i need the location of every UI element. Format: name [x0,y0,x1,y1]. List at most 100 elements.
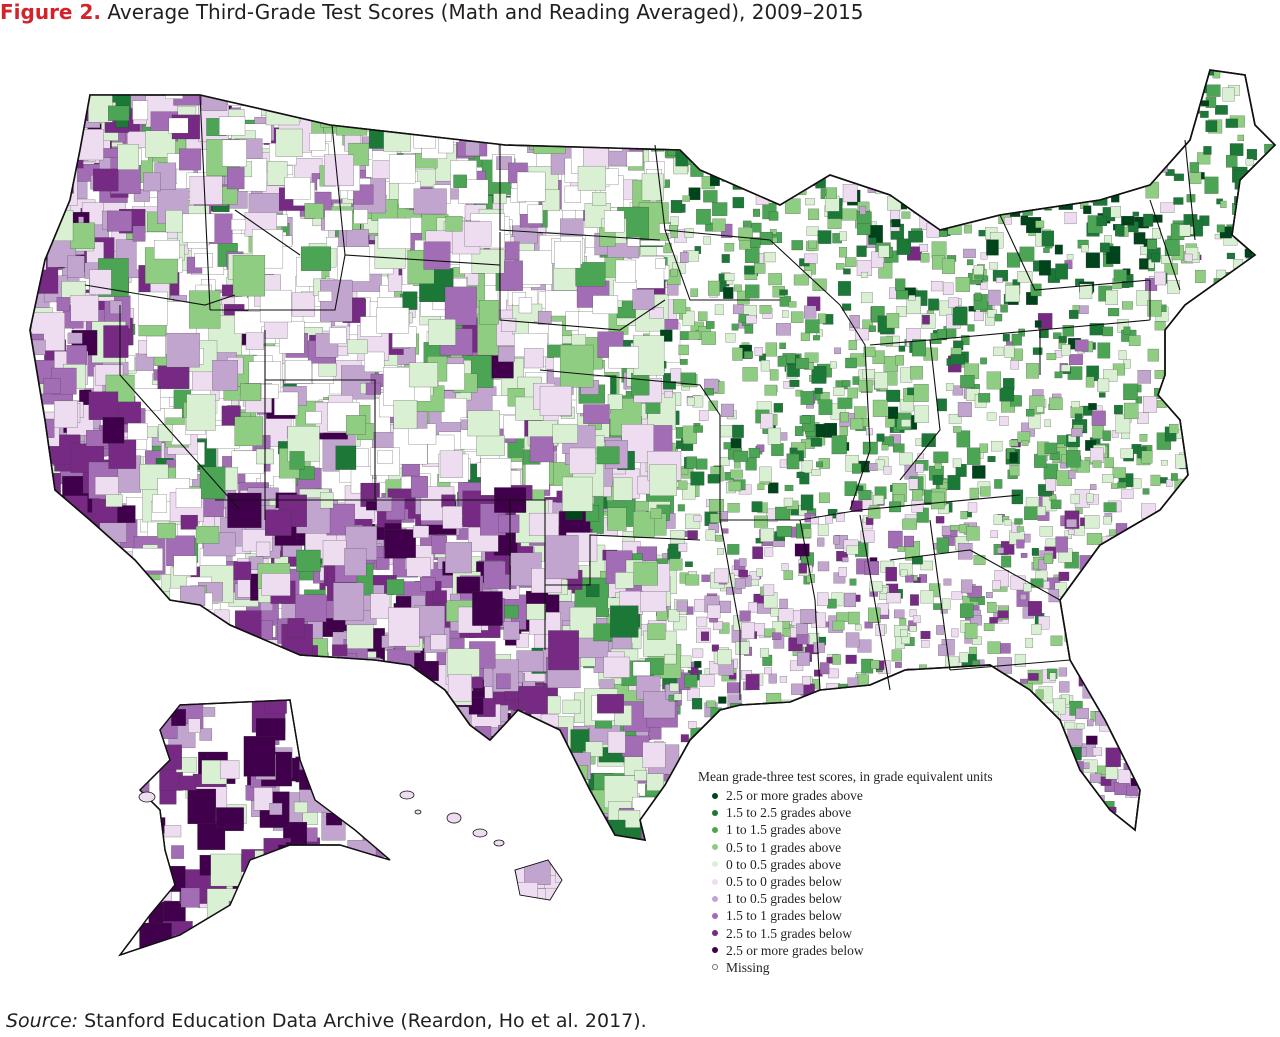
district-cell [462,833,488,840]
district-cell [978,165,988,175]
district-cell [363,807,383,831]
district-cell [251,681,274,698]
district-cell [583,404,610,424]
district-cell [177,676,191,687]
district-cell [829,107,837,115]
district-cell [972,465,986,479]
district-cell [67,255,85,278]
district-cell [132,225,146,242]
district-cell [1204,738,1215,750]
district-cell [763,251,776,263]
district-cell [415,112,437,138]
district-cell [443,710,461,731]
district-cell [912,615,921,624]
district-cell [95,568,124,603]
district-cell [30,193,56,223]
district-cell [1150,662,1161,670]
district-cell [1018,735,1034,748]
district-cell [78,743,100,769]
district-cell [1000,304,1008,313]
district-cell [69,625,102,668]
district-cell [1245,432,1255,443]
district-cell [933,672,949,691]
district-cell [1173,342,1182,350]
district-cell [888,530,903,549]
district-cell [30,820,50,837]
district-cell [55,516,74,529]
district-cell [1070,493,1080,504]
district-cell [53,400,78,428]
district-cell [109,742,139,779]
district-cell [1211,569,1219,580]
district-cell [1129,698,1142,713]
district-cell [739,238,752,250]
district-cell [539,126,559,145]
district-cell [1066,746,1082,761]
district-cell [680,359,688,365]
district-cell [1195,657,1208,673]
district-cell [680,372,696,385]
district-cell [1150,474,1161,486]
district-cell [1236,398,1248,412]
district-cell [857,223,871,236]
district-cell [814,387,823,394]
district-cell [994,479,1003,489]
district-cell [1109,132,1120,143]
district-cell [730,119,738,127]
district-cell [592,295,619,315]
district-cell [731,107,747,119]
district-cell [71,718,99,743]
district-cell [386,579,405,595]
district-cell [919,244,929,253]
district-cell [428,319,456,346]
district-cell [1206,727,1215,736]
district-cell [777,708,790,723]
district-cell [1130,755,1143,771]
district-cell [512,721,541,752]
district-cell [305,411,322,425]
district-cell [498,345,515,362]
district-cell [967,324,975,332]
district-cell [707,604,721,619]
district-cell [655,76,662,84]
district-cell [1155,790,1170,804]
district-cell [1243,324,1253,334]
district-cell [1233,284,1244,295]
district-cell [1179,224,1191,237]
district-cell [812,92,823,101]
district-cell [676,810,691,822]
district-cell [913,714,920,721]
district-cell [236,651,259,679]
district-cell [1216,224,1225,233]
district-cell [1043,821,1057,836]
district-cell [1058,667,1068,677]
district-cell [62,644,83,659]
district-cell [957,402,972,418]
district-cell [733,284,742,292]
district-cell [336,110,368,136]
district-cell [498,108,525,141]
district-cell [1036,92,1052,106]
district-cell [1249,177,1265,193]
district-cell [336,797,351,810]
district-cell [912,95,923,105]
district-cell [1271,705,1275,718]
district-cell [1219,384,1226,393]
district-cell [861,292,873,304]
district-cell [504,780,527,804]
district-cell [1092,652,1107,669]
district-cell [357,70,374,82]
district-cell [430,634,447,651]
district-cell [1144,671,1159,689]
district-cell [895,278,906,291]
district-cell [1207,359,1217,371]
district-cell [1237,392,1248,405]
district-cell [520,741,542,766]
district-cell [165,210,183,233]
district-cell [1144,670,1155,681]
district-cell [683,751,698,767]
district-cell [1146,545,1162,561]
district-cell [568,106,582,119]
district-cell [456,82,473,99]
district-cell [820,124,828,134]
